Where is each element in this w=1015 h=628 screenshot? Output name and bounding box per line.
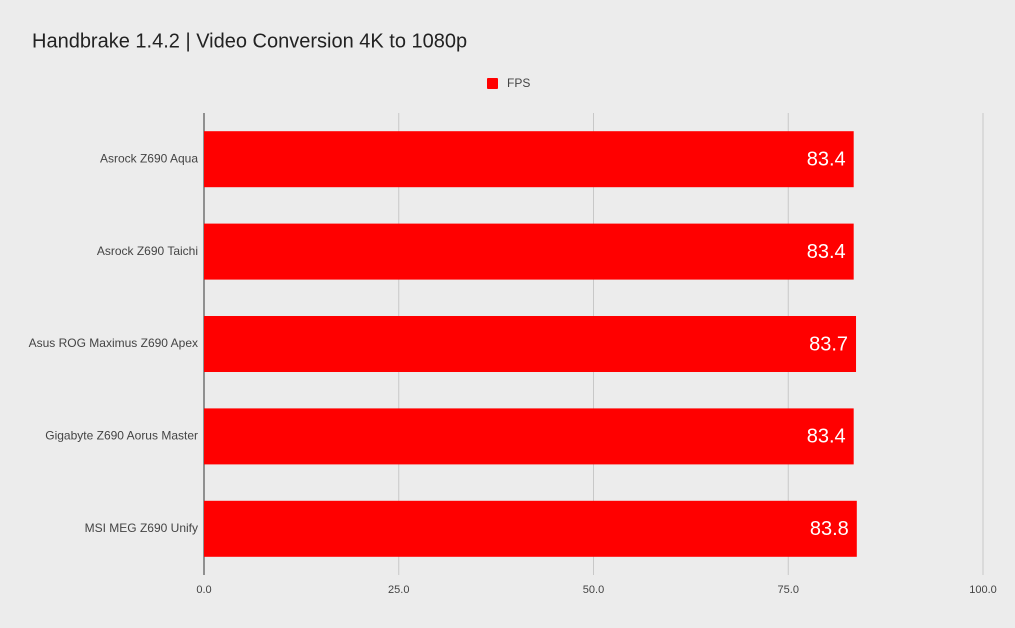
x-tick-label: 50.0 (583, 584, 604, 596)
x-tick-label: 75.0 (778, 584, 799, 596)
x-tick-label: 25.0 (388, 584, 409, 596)
data-label: 83.4 (807, 426, 846, 448)
legend-swatch (487, 78, 498, 89)
x-tick-label: 0.0 (196, 584, 211, 596)
x-tick-label: 100.0 (969, 584, 997, 596)
data-label: 83.4 (807, 241, 846, 263)
bar (204, 316, 857, 372)
data-label: 83.4 (807, 148, 846, 170)
chart-title: Handbrake 1.4.2 | Video Conversion 4K to… (32, 30, 467, 52)
y-tick-label: Asus ROG Maximus Z690 Apex (29, 336, 198, 350)
y-tick-label: MSI MEG Z690 Unify (85, 521, 198, 535)
data-label: 83.7 (809, 333, 848, 355)
y-tick-label: Asrock Z690 Taichi (97, 244, 198, 258)
bar (204, 223, 854, 280)
legend-label: FPS (507, 76, 530, 90)
y-tick-label: Gigabyte Z690 Aorus Master (45, 429, 198, 443)
bar (204, 408, 854, 465)
data-label: 83.8 (810, 518, 849, 540)
y-tick-label: Asrock Z690 Aqua (100, 151, 198, 165)
bar (204, 131, 854, 188)
bar (204, 500, 857, 557)
